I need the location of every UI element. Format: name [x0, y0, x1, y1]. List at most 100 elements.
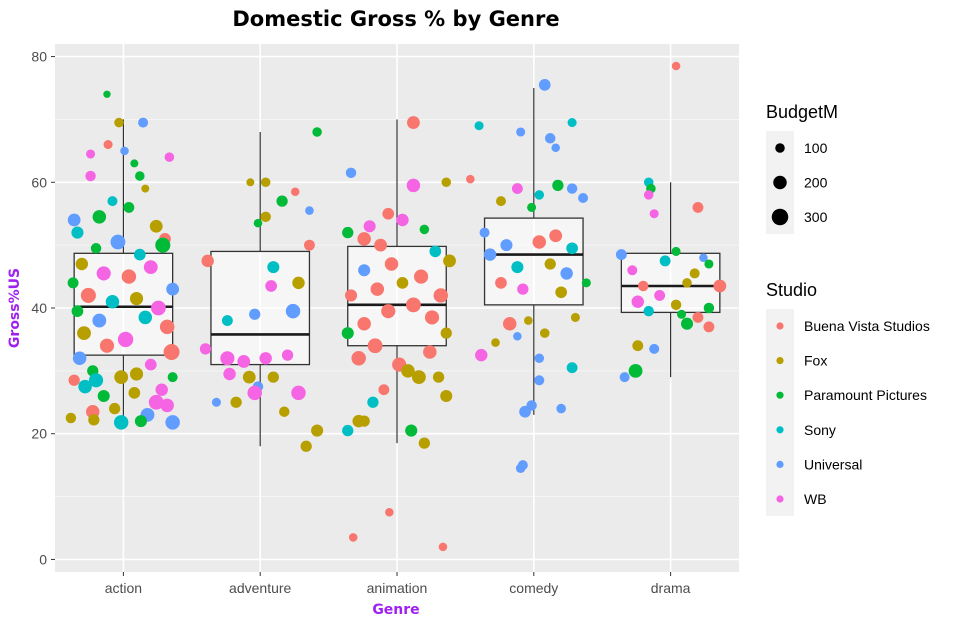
data-point: [247, 385, 262, 401]
data-point: [615, 249, 627, 261]
data-point: [138, 117, 149, 128]
data-point: [358, 264, 371, 277]
data-point: [128, 387, 141, 399]
data-point: [414, 269, 429, 284]
data-point: [699, 253, 708, 262]
data-point: [438, 542, 448, 552]
data-point: [475, 348, 488, 362]
data-point: [92, 313, 107, 328]
color-legend-keys-bg: [766, 309, 794, 516]
data-point: [109, 402, 121, 415]
data-point: [103, 140, 113, 150]
data-point: [680, 317, 694, 330]
data-point: [381, 304, 396, 319]
data-point: [358, 415, 370, 427]
data-point: [246, 178, 255, 187]
data-point: [682, 278, 692, 288]
y-tick-label: 0: [39, 551, 47, 567]
data-point: [65, 412, 77, 424]
data-point: [411, 370, 426, 385]
data-point: [516, 127, 526, 137]
data-point: [495, 277, 507, 289]
data-point: [265, 280, 277, 292]
data-point: [68, 374, 80, 386]
color-legend-key: [776, 391, 784, 399]
data-point: [160, 398, 174, 413]
data-point: [75, 257, 89, 271]
size-legend-title: BudgetM: [766, 102, 838, 122]
data-point: [560, 267, 573, 280]
data-point: [566, 242, 578, 255]
data-point: [114, 370, 129, 385]
color-legend-title: Studio: [766, 280, 817, 300]
color-legend-key: [776, 495, 784, 503]
color-legend-label: WB: [804, 491, 827, 507]
data-point: [312, 127, 322, 137]
data-point: [432, 371, 445, 383]
color-legend-label: Sony: [804, 422, 836, 438]
data-point: [407, 116, 420, 129]
data-point: [345, 289, 358, 302]
data-point: [552, 179, 564, 192]
color-legend: Studio Buena Vista Studios Fox Paramount P…: [766, 280, 930, 516]
data-point: [578, 192, 589, 204]
data-point: [519, 405, 531, 418]
x-tick-label-action: action: [105, 580, 142, 596]
data-point: [649, 343, 660, 354]
data-point: [713, 279, 727, 293]
x-tick-label-animation: animation: [367, 580, 428, 596]
data-point: [304, 239, 315, 251]
color-legend-label: Buena Vista Studios: [804, 318, 930, 334]
data-point: [290, 187, 300, 196]
size-legend-key: [771, 208, 789, 226]
size-legend-key: [775, 143, 785, 153]
data-point: [163, 344, 180, 360]
iqr-box: [210, 250, 311, 366]
data-point: [671, 61, 681, 71]
data-point: [370, 282, 385, 296]
data-point: [90, 243, 102, 254]
data-point: [107, 196, 118, 207]
data-point: [260, 177, 271, 188]
data-point: [378, 384, 390, 396]
data-point: [703, 321, 715, 333]
data-point: [292, 276, 305, 290]
color-legend-key: [776, 460, 784, 468]
data-point: [85, 170, 96, 182]
data-point: [534, 375, 545, 386]
data-point: [704, 259, 714, 269]
data-point: [276, 195, 288, 207]
data-point: [221, 315, 233, 327]
data-point: [230, 396, 242, 408]
data-point: [405, 424, 418, 437]
data-point: [671, 246, 681, 256]
data-point: [220, 351, 235, 366]
y-tick-label: 40: [31, 300, 47, 316]
data-point: [692, 201, 704, 213]
data-point: [155, 383, 168, 396]
data-point: [242, 370, 256, 384]
data-point: [692, 311, 704, 323]
data-point: [659, 255, 671, 267]
data-point: [357, 316, 371, 331]
data-point: [643, 190, 654, 200]
data-point: [165, 415, 180, 430]
data-point: [341, 327, 354, 340]
data-point: [149, 219, 163, 233]
size-legend-label: 200: [804, 175, 828, 191]
data-point: [71, 305, 84, 317]
data-point: [88, 414, 100, 426]
data-point: [71, 226, 84, 239]
size-legend-label: 300: [804, 209, 828, 225]
data-point: [367, 338, 383, 354]
data-point: [401, 364, 415, 378]
data-point: [643, 305, 654, 317]
data-point: [88, 373, 104, 388]
data-point: [479, 227, 490, 238]
data-point: [443, 254, 456, 268]
data-point: [342, 424, 354, 437]
data-point: [429, 245, 442, 258]
x-tick-label-comedy: comedy: [509, 580, 558, 596]
data-point: [539, 328, 550, 338]
